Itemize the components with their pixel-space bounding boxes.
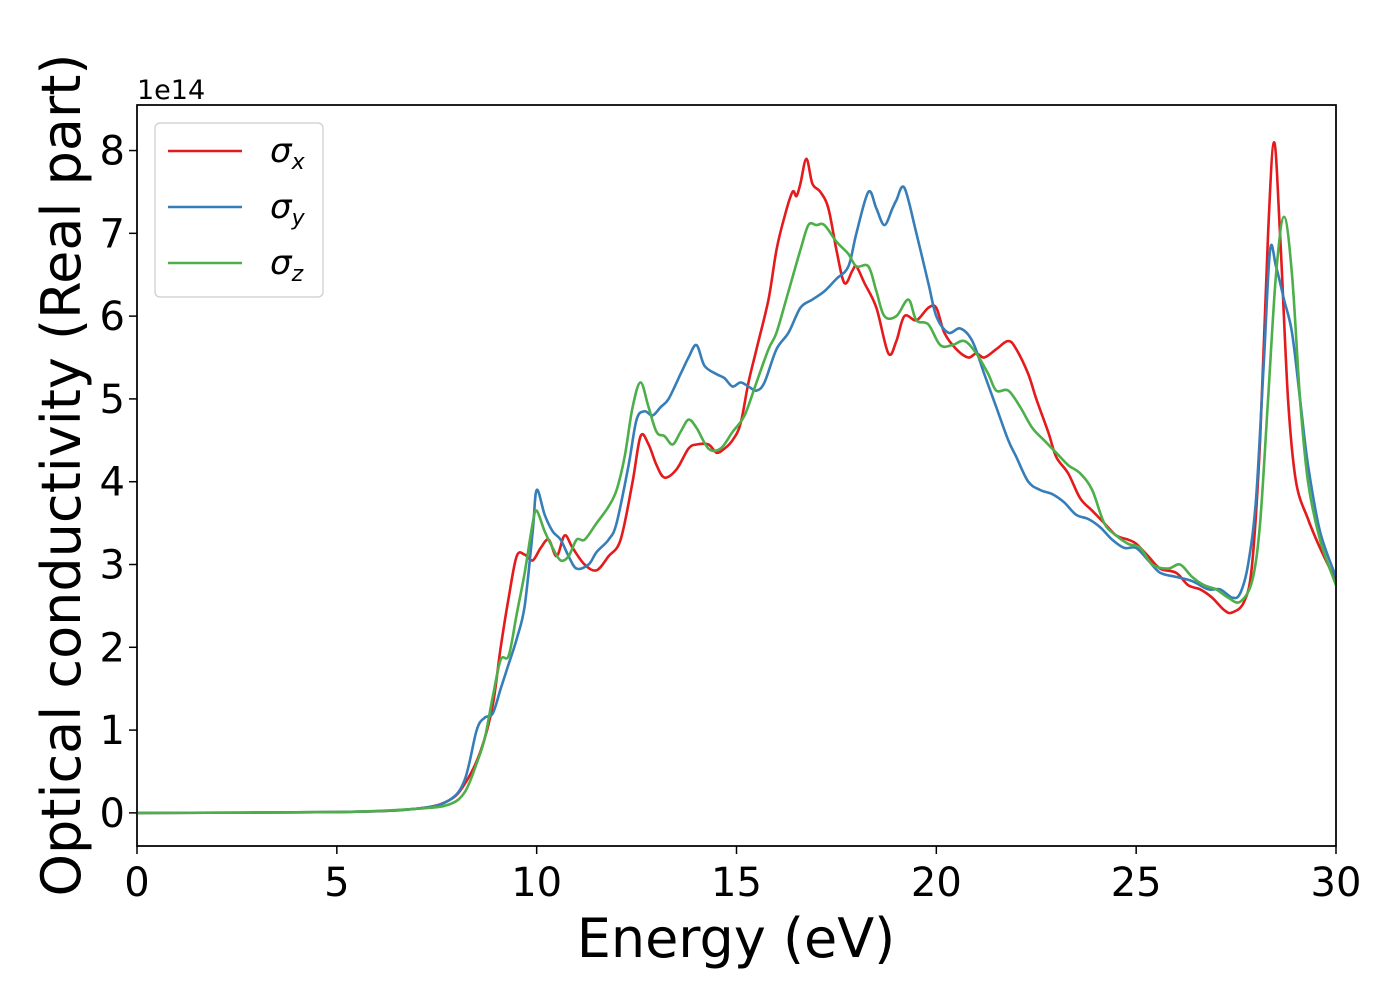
legend-label: σy [270, 187, 306, 231]
x-tick-label: 10 [511, 860, 562, 906]
y-offset-text: 1e14 [137, 75, 205, 106]
y-tick-label: 1 [100, 708, 125, 754]
series-layer [136, 141, 1338, 815]
x-tick-label: 30 [1311, 860, 1362, 906]
y-tick-label: 4 [100, 460, 125, 506]
x-tick-label: 25 [1111, 860, 1162, 906]
y-tick-label: 3 [100, 543, 125, 589]
y-axis: 0 1 2 3 4 5 6 7 8 [100, 129, 137, 837]
y-tick-label: 8 [100, 129, 125, 175]
legend-label: σx [270, 131, 306, 175]
legend: σx σy σz [154, 122, 324, 298]
y-tick-label: 0 [100, 791, 125, 837]
x-tick-label: 15 [711, 860, 762, 906]
x-axis: 0 5 10 15 20 25 30 [124, 846, 1361, 906]
series-line-y [136, 185, 1338, 815]
y-tick-label: 7 [100, 211, 125, 257]
legend-label: σz [270, 243, 304, 287]
y-tick-label: 2 [100, 625, 125, 671]
legend-box [154, 122, 324, 298]
x-tick-label: 5 [324, 860, 349, 906]
plot-frame [136, 104, 1337, 847]
series-line-z [136, 215, 1338, 815]
x-tick-label: 20 [911, 860, 962, 906]
y-tick-label: 6 [100, 294, 125, 340]
y-tick-label: 5 [100, 377, 125, 423]
y-axis-label: Optical conductivity (Real part) [30, 54, 93, 897]
plot-area [136, 104, 1337, 847]
x-axis-label: Energy (eV) [577, 907, 896, 970]
x-tick-label: 0 [124, 860, 149, 906]
series-line-x [136, 141, 1338, 815]
